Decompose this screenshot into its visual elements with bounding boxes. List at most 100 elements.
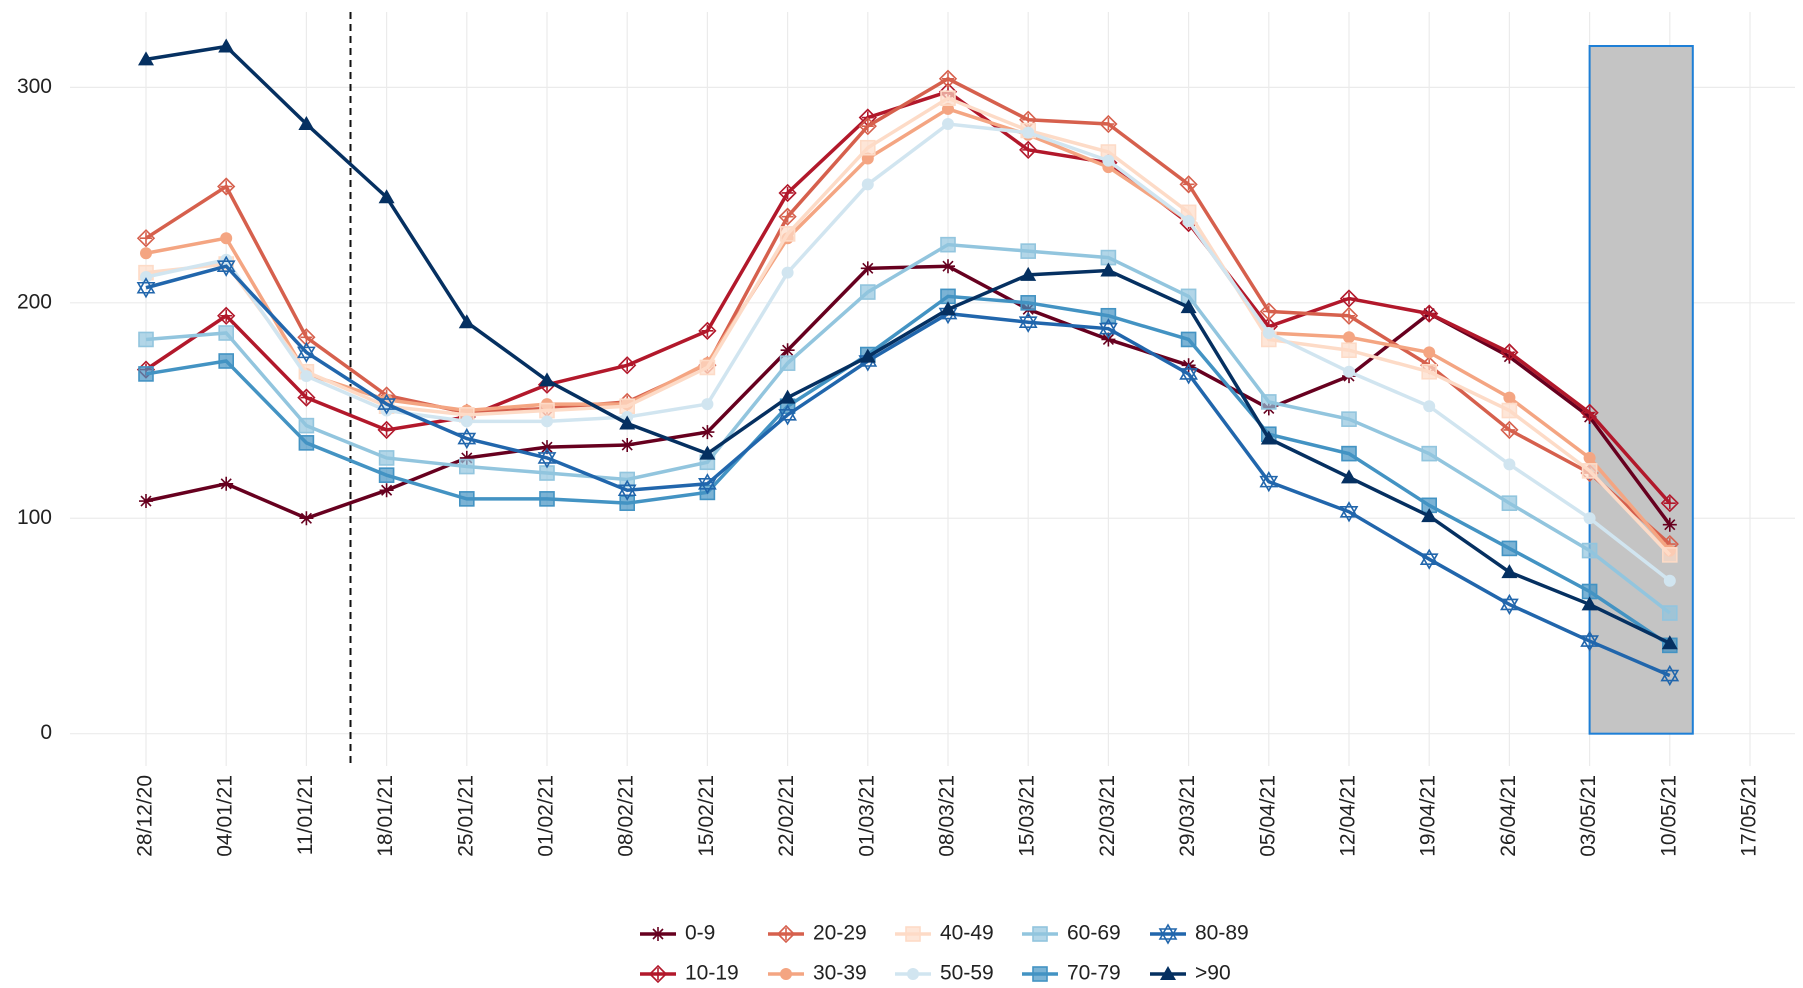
marker-shape xyxy=(1341,342,1357,359)
legend-item: 70-79 xyxy=(1022,962,1121,985)
marker-shape xyxy=(1423,346,1436,359)
marker-shape xyxy=(1179,175,1198,194)
marker xyxy=(377,393,396,415)
marker xyxy=(1339,306,1359,325)
x-tick-label: 15/03/21 xyxy=(1016,775,1039,857)
marker xyxy=(458,458,475,475)
marker-shape xyxy=(537,447,557,469)
marker-shape xyxy=(1580,403,1599,422)
legend-item: 50-59 xyxy=(895,962,994,985)
marker-shape xyxy=(1662,547,1678,563)
series-line xyxy=(145,107,1672,552)
marker xyxy=(1503,391,1516,404)
marker-shape xyxy=(1032,966,1048,982)
marker-shape xyxy=(220,232,233,245)
marker-shape xyxy=(1341,469,1357,484)
marker xyxy=(1180,331,1197,348)
marker xyxy=(1500,343,1519,362)
series-line xyxy=(145,96,1672,557)
marker xyxy=(1500,593,1519,616)
marker-shape xyxy=(779,226,796,242)
series-line xyxy=(145,294,1671,647)
x-tick-label: 19/04/21 xyxy=(1417,775,1440,857)
marker-shape xyxy=(1581,596,1598,611)
marker-shape xyxy=(700,425,715,440)
marker-shape xyxy=(1583,512,1596,525)
marker-shape xyxy=(299,511,314,526)
marker xyxy=(1179,363,1198,385)
marker xyxy=(1662,605,1678,621)
marker xyxy=(1100,249,1117,266)
marker-shape xyxy=(1583,451,1596,464)
marker-shape xyxy=(698,321,717,340)
marker xyxy=(460,415,473,428)
marker xyxy=(1032,966,1048,982)
marker-shape xyxy=(619,495,636,511)
marker xyxy=(1019,140,1038,160)
marker xyxy=(940,288,956,305)
marker-shape xyxy=(940,90,956,106)
marker xyxy=(1102,154,1115,167)
marker xyxy=(1100,262,1117,277)
marker-shape xyxy=(1101,332,1116,347)
marker xyxy=(1022,126,1035,139)
marker-shape xyxy=(907,968,919,980)
marker-shape xyxy=(1419,548,1439,570)
marker-shape xyxy=(541,415,553,428)
marker-shape xyxy=(1260,430,1277,445)
marker-shape xyxy=(1099,318,1118,340)
marker-shape xyxy=(859,348,876,363)
marker xyxy=(1420,304,1439,323)
marker-shape xyxy=(940,301,956,316)
marker xyxy=(1583,451,1596,464)
marker-shape xyxy=(1019,140,1038,160)
marker xyxy=(941,259,955,274)
marker xyxy=(617,479,637,501)
marker-shape xyxy=(781,266,794,279)
marker xyxy=(860,261,875,276)
y-tick-label: 300 xyxy=(17,75,52,98)
marker xyxy=(861,178,874,191)
marker xyxy=(1182,214,1195,227)
marker-shape xyxy=(1581,463,1598,479)
marker-shape xyxy=(1341,411,1357,427)
marker xyxy=(651,927,665,941)
marker-shape xyxy=(618,356,637,375)
marker xyxy=(1501,402,1518,419)
marker-shape xyxy=(457,427,477,450)
marker xyxy=(1020,243,1037,259)
marker-shape xyxy=(1662,605,1678,621)
marker-shape xyxy=(138,51,154,66)
marker-shape xyxy=(297,341,316,363)
x-tick-label: 29/03/21 xyxy=(1176,775,1199,857)
marker xyxy=(700,425,715,440)
marker-shape xyxy=(1420,304,1439,323)
marker-shape xyxy=(1343,331,1355,344)
marker xyxy=(1262,326,1275,339)
marker xyxy=(1419,548,1439,570)
marker xyxy=(1663,574,1676,587)
marker xyxy=(699,359,716,376)
marker-shape xyxy=(136,229,156,248)
marker xyxy=(138,51,154,66)
marker-shape xyxy=(458,314,475,329)
marker xyxy=(1662,517,1677,532)
marker-shape xyxy=(218,38,235,53)
x-tick-label: 28/12/20 xyxy=(134,775,157,857)
marker xyxy=(298,116,315,131)
legend-label: 0-9 xyxy=(685,922,715,945)
marker-shape xyxy=(378,467,395,483)
marker xyxy=(1032,926,1048,942)
marker-shape xyxy=(1500,593,1519,616)
marker xyxy=(1180,299,1197,314)
marker-shape xyxy=(219,476,234,491)
marker-shape xyxy=(858,117,877,136)
marker xyxy=(217,306,236,325)
marker-shape xyxy=(1501,495,1518,511)
marker xyxy=(1099,318,1118,340)
marker-shape xyxy=(1343,365,1355,378)
marker xyxy=(619,495,636,511)
marker xyxy=(1421,508,1438,523)
marker-shape xyxy=(218,325,234,341)
x-tick-label: 08/03/21 xyxy=(936,775,959,857)
